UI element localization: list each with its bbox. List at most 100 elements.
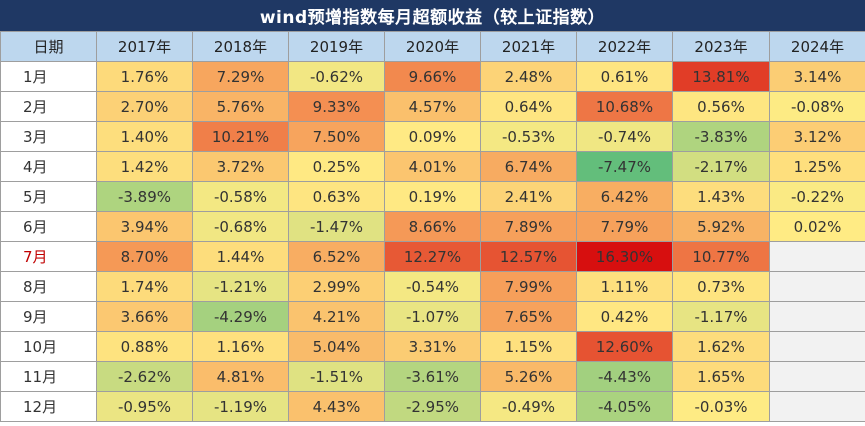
value-cell: 4.21% xyxy=(288,301,385,332)
value-cell: 4.57% xyxy=(384,91,481,122)
value-cell: 2.70% xyxy=(96,91,193,122)
value-cell: 5.26% xyxy=(480,361,577,392)
value-cell: 1.40% xyxy=(96,121,193,152)
value-cell: -0.68% xyxy=(192,211,289,242)
value-cell: -0.58% xyxy=(192,181,289,212)
value-cell: -2.17% xyxy=(672,151,770,182)
value-cell: 7.89% xyxy=(480,211,577,242)
value-cell: 0.09% xyxy=(384,121,481,152)
value-cell: 1.65% xyxy=(672,361,770,392)
value-cell: 7.50% xyxy=(288,121,385,152)
value-cell: 9.66% xyxy=(384,61,481,92)
value-cell: 0.63% xyxy=(288,181,385,212)
table-row: 12月 -0.95% -1.19% 4.43% -2.95% -0.49% -4.05% -0… xyxy=(0,391,865,422)
value-cell: 3.72% xyxy=(192,151,289,182)
value-cell: 4.81% xyxy=(192,361,289,392)
value-cell: -0.74% xyxy=(576,121,673,152)
header-year: 2022年 xyxy=(576,31,673,62)
value-cell: 7.79% xyxy=(576,211,673,242)
header-row: 日期 2017年 2018年 2019年 2020年 2021年 2022年 2023年 20… xyxy=(0,31,865,62)
value-cell: -1.47% xyxy=(288,211,385,242)
value-cell: 8.70% xyxy=(96,241,193,272)
value-cell: 0.42% xyxy=(576,301,673,332)
value-cell: 10.21% xyxy=(192,121,289,152)
value-cell: 7.65% xyxy=(480,301,577,332)
value-cell: 7.99% xyxy=(480,271,577,302)
table-row: 7月 8.70% 1.44% 6.52% 12.27% 12.57% 16.30% 10.77… xyxy=(0,241,865,272)
value-cell: -1.17% xyxy=(672,301,770,332)
value-cell: 3.94% xyxy=(96,211,193,242)
value-cell: 9.33% xyxy=(288,91,385,122)
value-cell: 5.76% xyxy=(192,91,289,122)
value-cell: 4.43% xyxy=(288,391,385,422)
value-cell: 13.81% xyxy=(672,61,770,92)
value-cell: -1.19% xyxy=(192,391,289,422)
value-cell: 1.11% xyxy=(576,271,673,302)
value-cell: 0.61% xyxy=(576,61,673,92)
value-cell: -0.22% xyxy=(769,181,865,212)
header-year: 2023年 xyxy=(672,31,770,62)
month-label: 3月 xyxy=(0,121,97,152)
header-year: 2024年 xyxy=(769,31,865,62)
value-cell: 3.12% xyxy=(769,121,865,152)
value-cell: 4.01% xyxy=(384,151,481,182)
value-cell: -2.95% xyxy=(384,391,481,422)
value-cell: -2.62% xyxy=(96,361,193,392)
month-label: 6月 xyxy=(0,211,97,242)
empty-cell xyxy=(769,331,865,362)
header-date: 日期 xyxy=(0,31,97,62)
header-year: 2020年 xyxy=(384,31,481,62)
value-cell: 8.66% xyxy=(384,211,481,242)
header-year: 2021年 xyxy=(480,31,577,62)
value-cell: 3.14% xyxy=(769,61,865,92)
table-row: 4月 1.42% 3.72% 0.25% 4.01% 6.74% -7.47% -2.17% 1… xyxy=(0,151,865,182)
value-cell: 1.76% xyxy=(96,61,193,92)
value-cell: -4.29% xyxy=(192,301,289,332)
table-row: 10月 0.88% 1.16% 5.04% 3.31% 1.15% 12.60% 1.62% xyxy=(0,331,865,362)
month-label: 2月 xyxy=(0,91,97,122)
chart-title: wind预增指数每月超额收益（较上证指数） xyxy=(0,0,865,31)
table-row: 1月 1.76% 7.29% -0.62% 9.66% 2.48% 0.61% 13.81% 3… xyxy=(0,61,865,92)
empty-cell xyxy=(769,241,865,272)
value-cell: -0.03% xyxy=(672,391,770,422)
table-body: 1月 1.76% 7.29% -0.62% 9.66% 2.48% 0.61% 13.81% 3… xyxy=(0,61,865,422)
value-cell: -0.08% xyxy=(769,91,865,122)
value-cell: 0.02% xyxy=(769,211,865,242)
value-cell: -1.51% xyxy=(288,361,385,392)
value-cell: 1.62% xyxy=(672,331,770,362)
value-cell: 0.56% xyxy=(672,91,770,122)
table-row: 5月 -3.89% -0.58% 0.63% 0.19% 2.41% 6.42% 1.43% -… xyxy=(0,181,865,212)
value-cell: 6.52% xyxy=(288,241,385,272)
month-label: 4月 xyxy=(0,151,97,182)
value-cell: 7.29% xyxy=(192,61,289,92)
value-cell: -0.62% xyxy=(288,61,385,92)
value-cell: 3.31% xyxy=(384,331,481,362)
value-cell: 1.42% xyxy=(96,151,193,182)
value-cell: -4.43% xyxy=(576,361,673,392)
value-cell: 3.66% xyxy=(96,301,193,332)
value-cell: 6.42% xyxy=(576,181,673,212)
returns-table: 日期 2017年 2018年 2019年 2020年 2021年 2022年 2023年 20… xyxy=(0,31,865,422)
table-row: 2月 2.70% 5.76% 9.33% 4.57% 0.64% 10.68% 0.56% -0… xyxy=(0,91,865,122)
empty-cell xyxy=(769,361,865,392)
value-cell: 5.04% xyxy=(288,331,385,362)
month-label: 9月 xyxy=(0,301,97,332)
value-cell: 10.77% xyxy=(672,241,770,272)
value-cell: 0.64% xyxy=(480,91,577,122)
value-cell: -3.61% xyxy=(384,361,481,392)
value-cell: -0.95% xyxy=(96,391,193,422)
value-cell: 1.44% xyxy=(192,241,289,272)
value-cell: 2.48% xyxy=(480,61,577,92)
value-cell: 16.30% xyxy=(576,241,673,272)
value-cell: 0.25% xyxy=(288,151,385,182)
value-cell: 2.41% xyxy=(480,181,577,212)
value-cell: 10.68% xyxy=(576,91,673,122)
month-label: 1月 xyxy=(0,61,97,92)
value-cell: 1.15% xyxy=(480,331,577,362)
table-row: 6月 3.94% -0.68% -1.47% 8.66% 7.89% 7.79% 5.92% 0… xyxy=(0,211,865,242)
table-row: 9月 3.66% -4.29% 4.21% -1.07% 7.65% 0.42% -1.17% xyxy=(0,301,865,332)
value-cell: 1.43% xyxy=(672,181,770,212)
value-cell: -0.54% xyxy=(384,271,481,302)
value-cell: -0.53% xyxy=(480,121,577,152)
